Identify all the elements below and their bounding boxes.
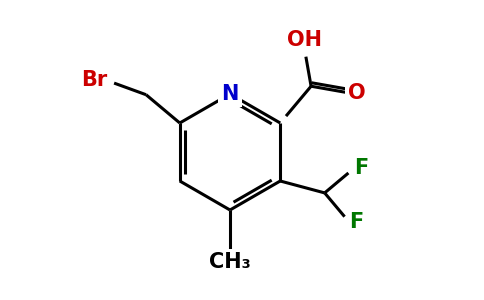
Text: O: O xyxy=(348,83,365,103)
Text: F: F xyxy=(354,158,368,178)
Text: CH₃: CH₃ xyxy=(209,252,251,272)
Text: OH: OH xyxy=(287,30,322,50)
Text: Br: Br xyxy=(82,70,108,90)
Text: F: F xyxy=(349,212,363,232)
Text: N: N xyxy=(221,84,239,104)
